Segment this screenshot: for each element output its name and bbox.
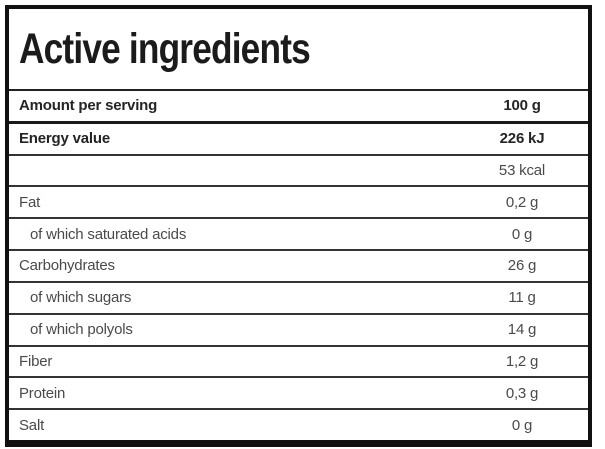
row-value: 0 g [511,225,533,243]
row-value: 14 g [507,321,537,339]
table-row-protein: Protein 0,3 g [9,376,588,408]
row-label: Fiber [19,352,53,370]
table-header-row: Amount per serving 100 g [9,91,588,121]
table-row-salt: Salt 0 g [9,408,588,440]
row-label: Salt [19,416,45,434]
row-value: 226 kJ [499,130,545,148]
table-row-energy-kcal: 53 kcal [9,153,588,186]
page-title: Active ingredients [19,24,311,73]
row-value: 1,2 g [505,352,539,370]
row-value: 0,2 g [505,193,539,211]
nutrition-table: Active ingredients Amount per serving 10… [5,5,592,447]
table-row-saturated-acids: of which saturated acids 0 g [9,217,588,249]
table-row-fiber: Fiber 1,2 g [9,344,588,377]
row-label: Energy value [19,130,110,148]
row-value: 0,3 g [505,384,539,402]
row-label: Carbohydrates [19,257,115,275]
header-value: 100 g [503,97,541,115]
table-row-polyols: of which polyols 14 g [9,312,588,345]
row-value: 11 g [508,289,536,307]
row-value: 0 g [511,416,533,434]
row-label: Protein [19,384,66,402]
row-label: of which sugars [30,289,132,307]
row-label: of which polyols [30,321,133,339]
row-value: 53 kcal [498,162,546,180]
title-block: Active ingredients [9,9,588,91]
table-row-carbohydrates: Carbohydrates 26 g [9,249,588,281]
table-row-fat: Fat 0,2 g [9,185,588,217]
row-value: 26 g [507,257,537,275]
table-row-energy-kj: Energy value 226 kJ [9,120,588,154]
row-label: of which saturated acids [30,225,187,243]
table-row-sugars: of which sugars 11 g [9,280,588,313]
header-label: Amount per serving [19,97,158,115]
row-label: Fat [19,193,41,211]
